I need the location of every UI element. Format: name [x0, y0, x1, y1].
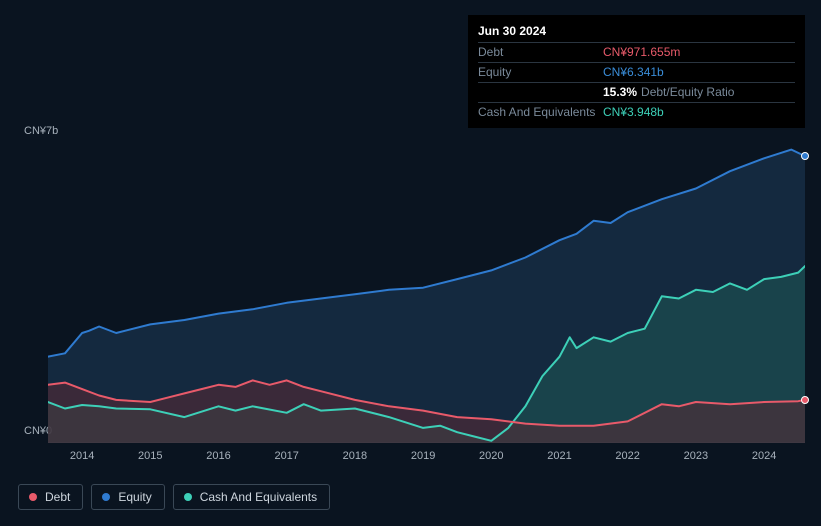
x-axis-tick: 2024	[752, 450, 776, 462]
x-axis-tick: 2021	[547, 450, 571, 462]
ratio-label: Debt/Equity Ratio	[641, 85, 734, 99]
tooltip-ratio: 15.3% Debt/Equity Ratio	[603, 84, 734, 101]
legend-label: Equity	[118, 490, 151, 504]
marker-debt	[801, 396, 809, 404]
tooltip-value: CN¥3.948b	[603, 104, 664, 121]
debt-dot-icon	[29, 493, 37, 501]
x-axis-tick: 2020	[479, 450, 503, 462]
marker-equity	[801, 152, 809, 160]
equity-dot-icon	[102, 493, 110, 501]
legend: Debt Equity Cash And Equivalents	[18, 484, 330, 510]
tooltip-value: CN¥971.655m	[603, 44, 680, 61]
tooltip-value: CN¥6.341b	[603, 64, 664, 81]
x-axis-tick: 2023	[684, 450, 708, 462]
tooltip-row-ratio: 15.3% Debt/Equity Ratio	[478, 82, 795, 102]
legend-item-equity[interactable]: Equity	[91, 484, 164, 510]
x-axis: 2014 2015 2016 2017 2018 2019 2020 2021 2022 2023…	[48, 448, 805, 466]
tooltip-row-cash: Cash And Equivalents CN¥3.948b	[478, 102, 795, 122]
tooltip-row-equity: Equity CN¥6.341b	[478, 62, 795, 82]
x-axis-tick: 2016	[206, 450, 230, 462]
ratio-value: 15.3%	[603, 85, 637, 99]
legend-label: Debt	[45, 490, 70, 504]
tooltip-card: Jun 30 2024 Debt CN¥971.655m Equity CN¥6…	[468, 15, 805, 128]
tooltip-label: Equity	[478, 64, 603, 81]
tooltip-date: Jun 30 2024	[478, 21, 795, 42]
y-axis-top-label: CN¥7b	[24, 125, 58, 137]
chart-svg	[48, 141, 805, 443]
legend-item-debt[interactable]: Debt	[18, 484, 83, 510]
cash-dot-icon	[184, 493, 192, 501]
tooltip-label: Cash And Equivalents	[478, 104, 603, 121]
x-axis-tick: 2018	[343, 450, 367, 462]
x-axis-tick: 2014	[70, 450, 94, 462]
tooltip-row-debt: Debt CN¥971.655m	[478, 42, 795, 62]
legend-label: Cash And Equivalents	[200, 490, 317, 504]
x-axis-tick: 2017	[274, 450, 298, 462]
legend-item-cash[interactable]: Cash And Equivalents	[173, 484, 330, 510]
tooltip-label	[478, 84, 603, 101]
tooltip-label: Debt	[478, 44, 603, 61]
chart-plot-area[interactable]	[48, 141, 805, 443]
x-axis-tick: 2019	[411, 450, 435, 462]
x-axis-tick: 2022	[615, 450, 639, 462]
x-axis-tick: 2015	[138, 450, 162, 462]
